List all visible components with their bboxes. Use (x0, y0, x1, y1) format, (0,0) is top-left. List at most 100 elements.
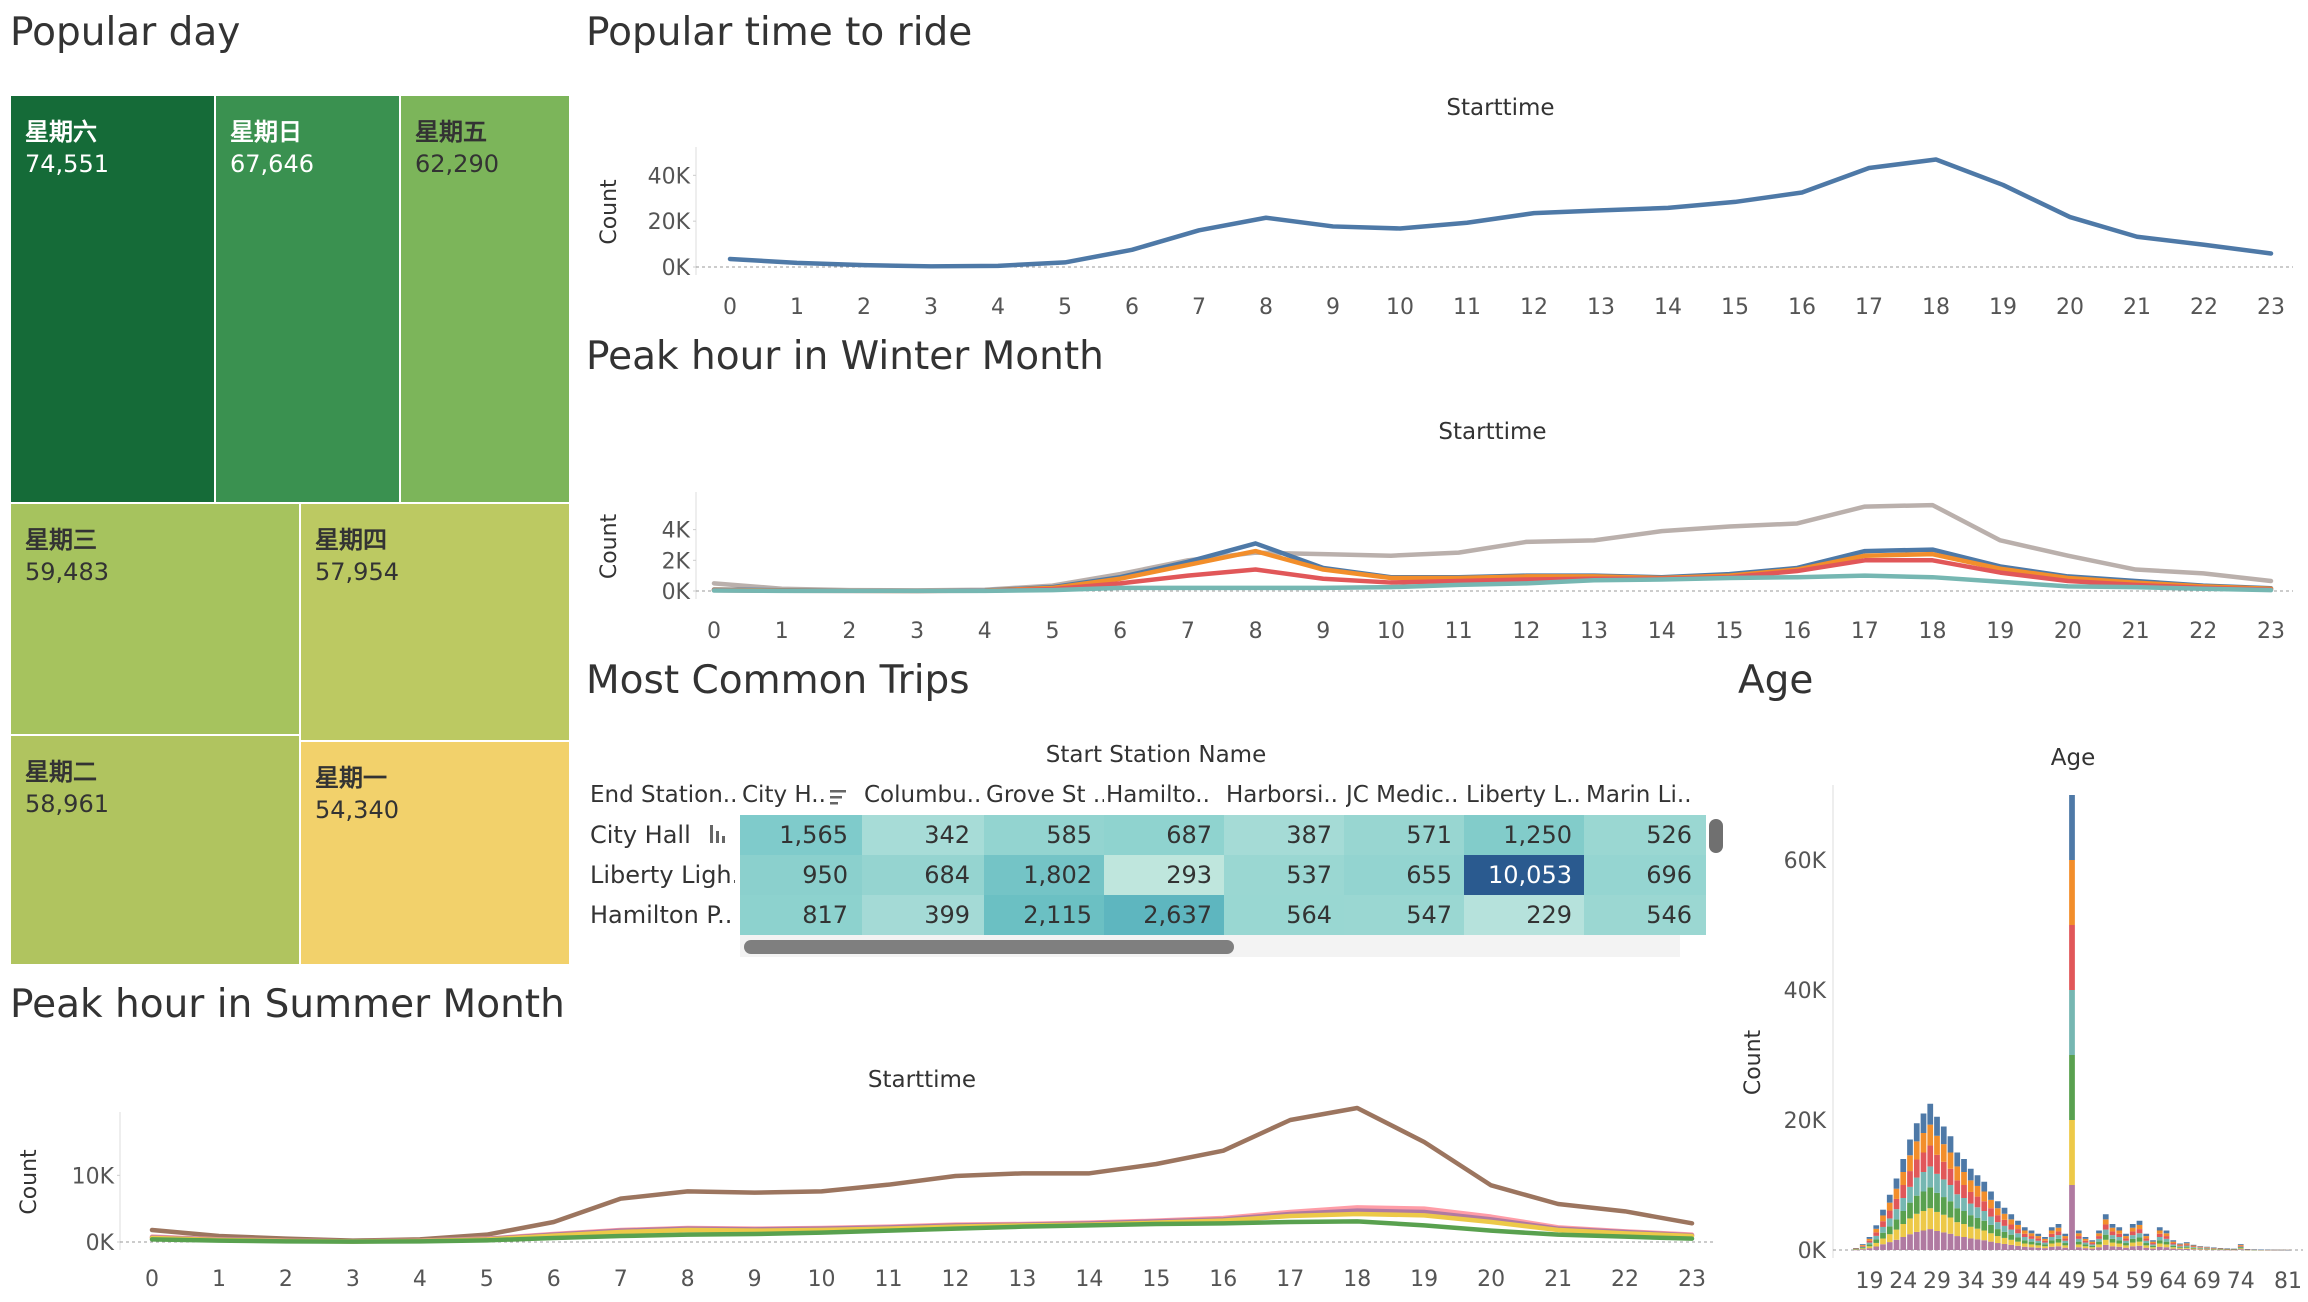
table-cell[interactable]: 655 (1344, 855, 1466, 895)
age-bar-segment (2136, 1229, 2143, 1234)
age-bar-segment (1913, 1177, 1920, 1196)
table-cell[interactable]: 696 (1584, 855, 1706, 895)
column-header[interactable]: Harborsi.. (1226, 782, 1338, 808)
age-bar-segment (2237, 1245, 2244, 1247)
table-cell[interactable]: 229 (1464, 895, 1586, 935)
x-tick-label: 22 (1611, 1267, 1639, 1292)
age-bar-segment (2042, 1246, 2048, 1249)
age-bar-segment (1907, 1234, 1913, 1250)
age-bar-segment (2109, 1224, 2116, 1228)
age-bar-segment (2021, 1246, 2028, 1250)
y-tick-label: 60K (1784, 849, 1827, 874)
column-header[interactable]: Columbu.. (864, 782, 982, 808)
treemap-tile[interactable]: 星期一 54,340 (300, 741, 570, 965)
table-cell[interactable]: 1,565 (740, 815, 862, 855)
row-header[interactable]: City Hall (590, 821, 691, 849)
vertical-scrollbar[interactable] (1705, 817, 1727, 857)
age-bar-segment (2075, 1244, 2082, 1248)
age-bar-segment (1893, 1209, 1900, 1220)
table-cell[interactable]: 1,250 (1464, 815, 1586, 855)
age-bar-segment (2190, 1249, 2197, 1250)
age-bar-segment (1866, 1248, 1873, 1250)
table-cell[interactable]: 564 (1224, 895, 1346, 935)
age-title: Age (1738, 658, 1814, 703)
table-cell[interactable]: 10,053 (1464, 855, 1586, 895)
age-bar-segment (1947, 1201, 1954, 1218)
treemap-tile[interactable]: 星期三 59,483 (10, 503, 300, 735)
table-cell[interactable]: 342 (862, 815, 984, 855)
row-header[interactable]: Liberty Ligh.. (590, 861, 735, 889)
treemap-tile[interactable]: 星期五 62,290 (400, 95, 570, 503)
age-bar-segment (2150, 1240, 2156, 1242)
horizontal-scrollbar[interactable] (740, 935, 1680, 957)
table-cell[interactable]: 817 (740, 895, 862, 935)
age-bar-segment (1866, 1237, 1873, 1239)
row-header[interactable]: Hamilton P.. (590, 901, 733, 929)
age-bar-segment (2075, 1236, 2082, 1239)
age-bar-segment (1934, 1192, 1940, 1212)
age-bar-segment (2001, 1237, 2008, 1244)
treemap-tile[interactable]: 星期四 57,954 (300, 503, 570, 741)
age-bar-segment (1873, 1239, 1880, 1243)
age-bar-segment (2129, 1235, 2136, 1239)
age-bar-segment (1893, 1188, 1900, 1199)
table-cell[interactable]: 399 (862, 895, 984, 935)
age-bar-segment (2136, 1224, 2143, 1230)
table-cell[interactable]: 547 (1344, 895, 1466, 935)
age-bar-segment (2210, 1249, 2217, 1251)
age-bar-segment (2035, 1247, 2042, 1250)
x-tick-label: 18 (1919, 619, 1947, 644)
age-bar-segment (2150, 1248, 2156, 1250)
age-bar-segment (2129, 1227, 2136, 1232)
column-header[interactable]: City H.. (742, 782, 826, 808)
age-bar-segment (1853, 1249, 1859, 1250)
table-cell[interactable]: 537 (1224, 855, 1346, 895)
column-header[interactable]: Marin Li.. (1586, 782, 1692, 808)
age-bar-segment (1967, 1203, 1974, 1216)
age-bar-segment (1981, 1211, 1988, 1221)
table-cell[interactable]: 585 (984, 815, 1106, 855)
table-cell[interactable]: 571 (1344, 815, 1466, 855)
age-bar-segment (2055, 1242, 2062, 1247)
column-header[interactable]: Liberty L.. (1466, 782, 1581, 808)
age-bar-segment (1974, 1196, 1981, 1208)
table-cell[interactable]: 950 (740, 855, 862, 895)
tile-label: 星期三 (25, 526, 97, 554)
table-cell[interactable]: 546 (1584, 895, 1706, 935)
x-tick-label: 0 (145, 1267, 159, 1292)
age-bar-segment (1920, 1191, 1927, 1211)
treemap-tile[interactable]: 星期六 74,551 (10, 95, 215, 503)
y-tick-label: 10K (72, 1164, 115, 1189)
age-bar-segment (1907, 1186, 1913, 1203)
age-bar-segment (2197, 1248, 2204, 1249)
table-cell[interactable]: 1,802 (984, 855, 1106, 895)
table-cell[interactable]: 687 (1104, 815, 1226, 855)
table-cell[interactable]: 387 (1224, 815, 1346, 855)
age-bar-segment (1907, 1171, 1913, 1187)
age-bar-segment (2062, 1238, 2069, 1241)
column-header[interactable]: Hamilto.. (1106, 782, 1210, 808)
age-bar-segment (2177, 1248, 2183, 1250)
table-cell[interactable]: 293 (1104, 855, 1226, 895)
age-bar-segment (2156, 1230, 2163, 1234)
treemap-tile[interactable]: 星期二 58,961 (10, 735, 300, 965)
age-bar-segment (1988, 1241, 1994, 1250)
table-cell[interactable]: 2,637 (1104, 895, 1226, 935)
bar-chart-icon[interactable] (708, 823, 730, 845)
age-bar-segment (2129, 1231, 2136, 1236)
column-header[interactable]: Grove St .. (986, 782, 1104, 808)
age-bar-segment (2170, 1248, 2177, 1250)
age-bar-segment (1994, 1215, 2001, 1223)
treemap-tile[interactable]: 星期日 67,646 (215, 95, 400, 503)
table-cell[interactable]: 2,115 (984, 895, 1106, 935)
column-header[interactable]: JC Medic.. (1346, 782, 1459, 808)
age-bar-segment (2163, 1244, 2170, 1248)
age-bar-segment (2075, 1247, 2082, 1250)
age-bar-segment (2136, 1233, 2143, 1238)
age-bar-segment (2069, 1055, 2075, 1120)
table-cell[interactable]: 684 (862, 855, 984, 895)
age-bar-segment (1859, 1248, 1866, 1250)
table-cell[interactable]: 526 (1584, 815, 1706, 855)
sort-icon[interactable] (828, 787, 848, 807)
winter-title: Peak hour in Winter Month (586, 334, 1104, 379)
